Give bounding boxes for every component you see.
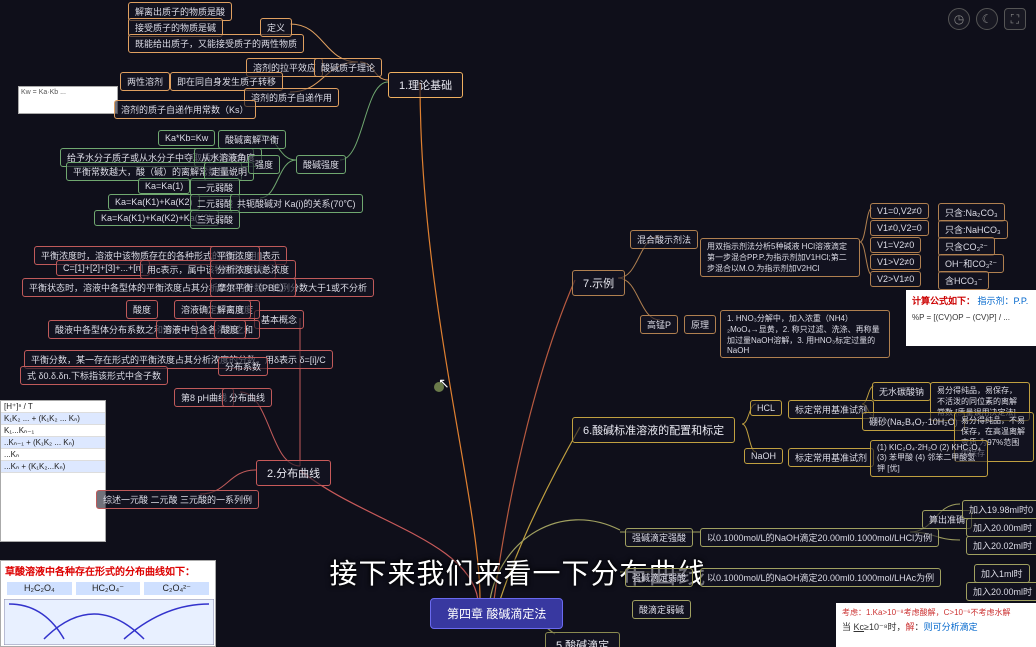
inset-formula-br: 考虑：1.Ka>10⁻⁸考虑酸解，C>10⁻⁶不考虑水解 当 Kc≥10⁻⁸时，… [836, 603, 1036, 647]
formula-title: 计算公式如下： [912, 296, 975, 306]
inset-delta-formulas: [H⁺]ⁿ / TK₁K₂ ... + (K₁K₂ ... Kₙ)K₁...Kₙ… [0, 400, 106, 542]
titration-node[interactable]: 加入1ml时 [974, 564, 1030, 583]
delta-row: [H⁺]ⁿ / T [1, 401, 105, 413]
strength-node[interactable]: Ka=Ka(1) [138, 178, 190, 194]
main-node-m5[interactable]: 5.酸碱滴定 [545, 632, 620, 647]
standard-node[interactable]: 硼砂(Na₂B₄O₇·10H₂O) [862, 412, 965, 431]
toolbar: ◷ ☾ ⛶ [948, 8, 1026, 30]
dist-node[interactable]: 分析浓度认总浓度 [210, 260, 296, 279]
strength-node[interactable]: 酸碱强度 [296, 155, 346, 174]
strength-node[interactable]: 三元弱酸 [190, 210, 240, 229]
example-node[interactable]: V1=0,V2≠0 [870, 203, 929, 219]
green-dot [434, 382, 444, 392]
species-0: H₂C₂O₄ [7, 582, 72, 595]
theory-node[interactable]: 两性溶剂 [120, 72, 170, 91]
example-node[interactable]: 含HCO₃⁻ [938, 271, 989, 290]
titration-node[interactable]: 加入20.02ml时 [966, 536, 1036, 555]
inset-formula-pp: 计算公式如下： 指示剂：P.P. %P = [(CV)OP − (CV)P] /… [906, 290, 1036, 346]
titration-node[interactable]: 强碱滴定强酸 [625, 528, 693, 547]
example-node[interactable]: V1=V2≠0 [870, 237, 921, 253]
formula-indicator: 指示剂：P.P. [978, 296, 1029, 306]
example-node[interactable]: V1>V2≠0 [870, 254, 921, 270]
species-2: C₂O₄²⁻ [144, 582, 209, 595]
main-node-m6[interactable]: 6.酸碱标准溶液的配置和标定 [572, 417, 735, 443]
standard-node[interactable]: 标定常用基准试剂 [788, 448, 874, 467]
dist-node[interactable]: 摩尔平衡（PBE） [210, 278, 296, 297]
titration-node[interactable]: 加入20.00ml时 [966, 582, 1036, 601]
titration-node[interactable]: 加入20.00ml时 [966, 518, 1036, 537]
inset-distribution-curve: 草酸溶液中各种存在形式的分布曲线如下： H₂C₂O₄ HC₂O₄⁻ C₂O₄²⁻ [0, 560, 216, 647]
delta-row: K₁K₂ ... + (K₁K₂ ... Kₙ) [1, 413, 105, 425]
strength-node[interactable]: 共轭酸碱对 Ka(i)的关系(70℃) [230, 194, 363, 213]
example-node[interactable]: 1. HNO₃分解中，加入浓重（NH4）₂MoO₄→显黄，2. 称只过滤、洗涤、… [720, 310, 890, 358]
strength-node[interactable]: Ka=Ka(K1)+Ka(K2) [108, 194, 200, 210]
delta-row: ...Kₙ + (K₁K₂...Kₙ) [1, 461, 105, 473]
titration-node[interactable]: 加入19.98ml时0 [962, 500, 1036, 519]
dist-node[interactable]: 分布曲线 [222, 388, 272, 407]
strength-node[interactable]: 强度 [248, 155, 280, 174]
timer-icon[interactable]: ◷ [948, 8, 970, 30]
dist-node[interactable]: 分布系数 [218, 357, 268, 376]
example-node[interactable]: 混合酸示剂法 [630, 230, 698, 249]
delta-row: ...Kₙ [1, 449, 105, 461]
dist-node[interactable]: 酸度 [214, 320, 246, 339]
example-node[interactable]: 高锰P [640, 315, 678, 334]
root-node[interactable]: 第四章 酸碱滴定法 [430, 598, 563, 629]
dist-node[interactable]: 基本概念 [254, 310, 304, 329]
inset-image-kw: Kw = Ka·Kb ... [18, 86, 118, 114]
dist-node[interactable]: C=[1]+[2]+[3]+...+[n] [56, 260, 150, 276]
strength-node[interactable]: 酸碱离解平衡 [218, 130, 286, 149]
dist-node[interactable]: 式 δ0.δ.δn.下标指该形式中含子数 [20, 366, 168, 385]
example-node[interactable]: 原理 [684, 315, 716, 334]
dist-node[interactable]: 解离度 [210, 300, 251, 319]
species-1: HC₂O₄⁻ [76, 582, 141, 595]
main-node-m2[interactable]: 2.分布曲线 [256, 460, 331, 486]
theory-node[interactable]: 溶剂的质子自递作用常数（Ks） [114, 100, 256, 119]
inset-title: 草酸溶液中各种存在形式的分布曲线如下： [1, 561, 215, 580]
example-node[interactable]: 用双指示剂法分析5种碱液 HCl溶液滴定 第一步混合PP.P.为指示剂加V1HC… [700, 238, 860, 277]
titration-node[interactable]: 以0.1000mol/L的NaOH滴定20.00ml0.1000mol/LHAc… [700, 568, 941, 587]
example-node[interactable]: V2>V1≠0 [870, 271, 921, 287]
titration-node[interactable]: 强碱滴定弱酸 [625, 568, 693, 587]
main-node-m7[interactable]: 7.示例 [572, 270, 625, 296]
delta-row: ..Kₙ₋₁ + (K₁K₂ ... Kₙ) [1, 437, 105, 449]
delta-row: K₁...Kₙ₋₁ [1, 425, 105, 437]
main-node-m1[interactable]: 1.理论基础 [388, 72, 463, 98]
theory-node[interactable]: 酸碱质子理论 [314, 58, 382, 77]
dist-node[interactable]: 综述一元酸 二元酸 三元酸的一系列例 [96, 490, 259, 509]
dist-node[interactable]: 酸度 [126, 300, 158, 319]
theory-node[interactable]: 溶剂的质子自递作用 [244, 88, 339, 107]
example-node[interactable]: V1≠0,V2=0 [870, 220, 929, 236]
dark-mode-icon[interactable]: ☾ [976, 8, 998, 30]
titration-node[interactable]: 酸滴定弱碱 [632, 600, 691, 619]
standard-node[interactable]: HCL [750, 400, 782, 416]
strength-node[interactable]: Ka*Kb=Kw [158, 130, 215, 146]
titration-node[interactable]: 以0.1000mol/L的NaOH滴定20.00ml0.1000mol/LHCl… [700, 528, 939, 547]
fullscreen-icon[interactable]: ⛶ [1004, 8, 1026, 30]
theory-node[interactable]: 定义 [260, 18, 292, 37]
formula-body: %P = [(CV)OP − (CV)P] / ... [912, 313, 1030, 322]
standard-node[interactable]: NaOH [744, 448, 783, 464]
standard-node[interactable]: (1) KIC₂O₄·2H₂O (2) KHC₂O₄ (3) 苯甲酸 (4) 邻… [870, 440, 988, 477]
dist-node[interactable]: 平衡状态时，溶液中各型体的平衡浓度占其分析浓度的分数，比例分数大于1或不分析 [22, 278, 374, 297]
standard-node[interactable]: 无水碳酸钠 [872, 382, 931, 401]
